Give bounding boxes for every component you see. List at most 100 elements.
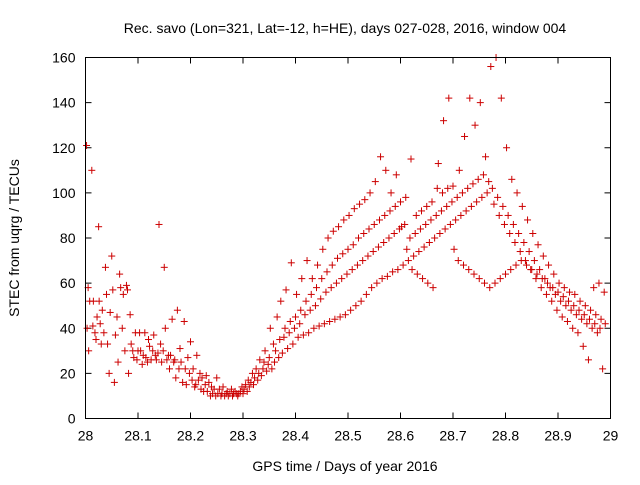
data-point bbox=[439, 189, 446, 197]
data-point bbox=[299, 331, 307, 339]
data-point bbox=[424, 279, 432, 287]
y-tick-label: 140 bbox=[52, 95, 76, 111]
data-point bbox=[469, 180, 477, 188]
data-point bbox=[98, 306, 106, 314]
data-point bbox=[476, 99, 484, 107]
data-point bbox=[487, 63, 495, 71]
data-point bbox=[271, 358, 278, 366]
plot-frame bbox=[85, 57, 611, 419]
data-point bbox=[360, 229, 368, 237]
data-point bbox=[194, 376, 202, 384]
data-point bbox=[562, 302, 570, 310]
data-point bbox=[361, 196, 369, 204]
data-point bbox=[202, 372, 210, 380]
data-point bbox=[281, 324, 289, 332]
data-point bbox=[315, 322, 323, 330]
data-point bbox=[378, 275, 386, 283]
data-point bbox=[176, 345, 184, 353]
data-point bbox=[327, 284, 335, 292]
data-point bbox=[601, 320, 609, 328]
data-point bbox=[525, 248, 533, 256]
data-point bbox=[542, 290, 550, 298]
data-point bbox=[523, 261, 530, 269]
data-point bbox=[152, 356, 160, 364]
data-point bbox=[470, 270, 478, 278]
data-point bbox=[583, 320, 591, 328]
data-point bbox=[113, 313, 121, 321]
data-point bbox=[524, 216, 532, 224]
x-tick-label: 28.1 bbox=[124, 428, 151, 444]
data-point bbox=[368, 284, 376, 292]
data-point bbox=[326, 317, 334, 325]
data-point bbox=[581, 302, 589, 310]
data-point bbox=[343, 270, 351, 278]
data-point bbox=[432, 211, 440, 219]
data-point bbox=[308, 275, 316, 283]
data-point bbox=[284, 345, 292, 353]
x-tick-label: 28.9 bbox=[544, 428, 571, 444]
data-point bbox=[512, 261, 520, 269]
data-point bbox=[529, 229, 537, 237]
data-point bbox=[137, 347, 145, 355]
data-point bbox=[141, 329, 149, 337]
data-point bbox=[116, 270, 124, 278]
data-point bbox=[89, 322, 97, 330]
data-point bbox=[203, 387, 211, 395]
data-point bbox=[282, 286, 290, 294]
data-point bbox=[370, 220, 378, 228]
data-point bbox=[423, 202, 431, 210]
data-point bbox=[539, 252, 547, 260]
data-point bbox=[415, 248, 423, 256]
data-point bbox=[488, 184, 496, 192]
data-point bbox=[373, 279, 381, 287]
data-point bbox=[314, 261, 322, 269]
data-point bbox=[336, 313, 344, 321]
data-point bbox=[588, 324, 596, 332]
data-point bbox=[449, 182, 457, 190]
data-point bbox=[390, 229, 398, 237]
data-point bbox=[563, 317, 571, 325]
data-point bbox=[155, 220, 163, 228]
data-point bbox=[436, 229, 444, 237]
data-point bbox=[422, 220, 430, 228]
data-point bbox=[443, 202, 451, 210]
data-point bbox=[387, 189, 395, 197]
chart-title: Rec. savo (Lon=321, Lat=-12, h=HE), days… bbox=[124, 20, 567, 36]
data-point bbox=[159, 347, 167, 355]
data-point bbox=[383, 272, 391, 280]
y-tick-label: 60 bbox=[60, 275, 76, 291]
data-point bbox=[392, 171, 400, 179]
data-point bbox=[418, 207, 425, 215]
data-point bbox=[83, 141, 91, 149]
data-point bbox=[574, 329, 582, 337]
data-point bbox=[506, 229, 514, 237]
data-point bbox=[445, 94, 453, 102]
data-point bbox=[404, 257, 412, 265]
data-point bbox=[163, 356, 171, 364]
data-point bbox=[587, 306, 595, 314]
data-point bbox=[319, 245, 327, 253]
data-point bbox=[245, 383, 253, 391]
data-point bbox=[158, 358, 166, 366]
data-point bbox=[173, 306, 181, 314]
data-point bbox=[450, 245, 458, 253]
data-point bbox=[286, 317, 294, 325]
data-point bbox=[261, 347, 269, 355]
data-point bbox=[504, 211, 512, 219]
data-point bbox=[350, 205, 358, 213]
data-point bbox=[168, 315, 176, 323]
data-point bbox=[579, 342, 587, 350]
data-point bbox=[213, 374, 221, 382]
data-point bbox=[287, 259, 295, 267]
data-point bbox=[520, 239, 528, 247]
data-point bbox=[369, 248, 377, 256]
data-point bbox=[365, 225, 373, 233]
data-point bbox=[441, 225, 449, 233]
data-point bbox=[355, 234, 362, 242]
data-point bbox=[269, 340, 277, 348]
data-point bbox=[242, 381, 250, 389]
data-point bbox=[434, 160, 442, 168]
data-point bbox=[154, 349, 162, 357]
